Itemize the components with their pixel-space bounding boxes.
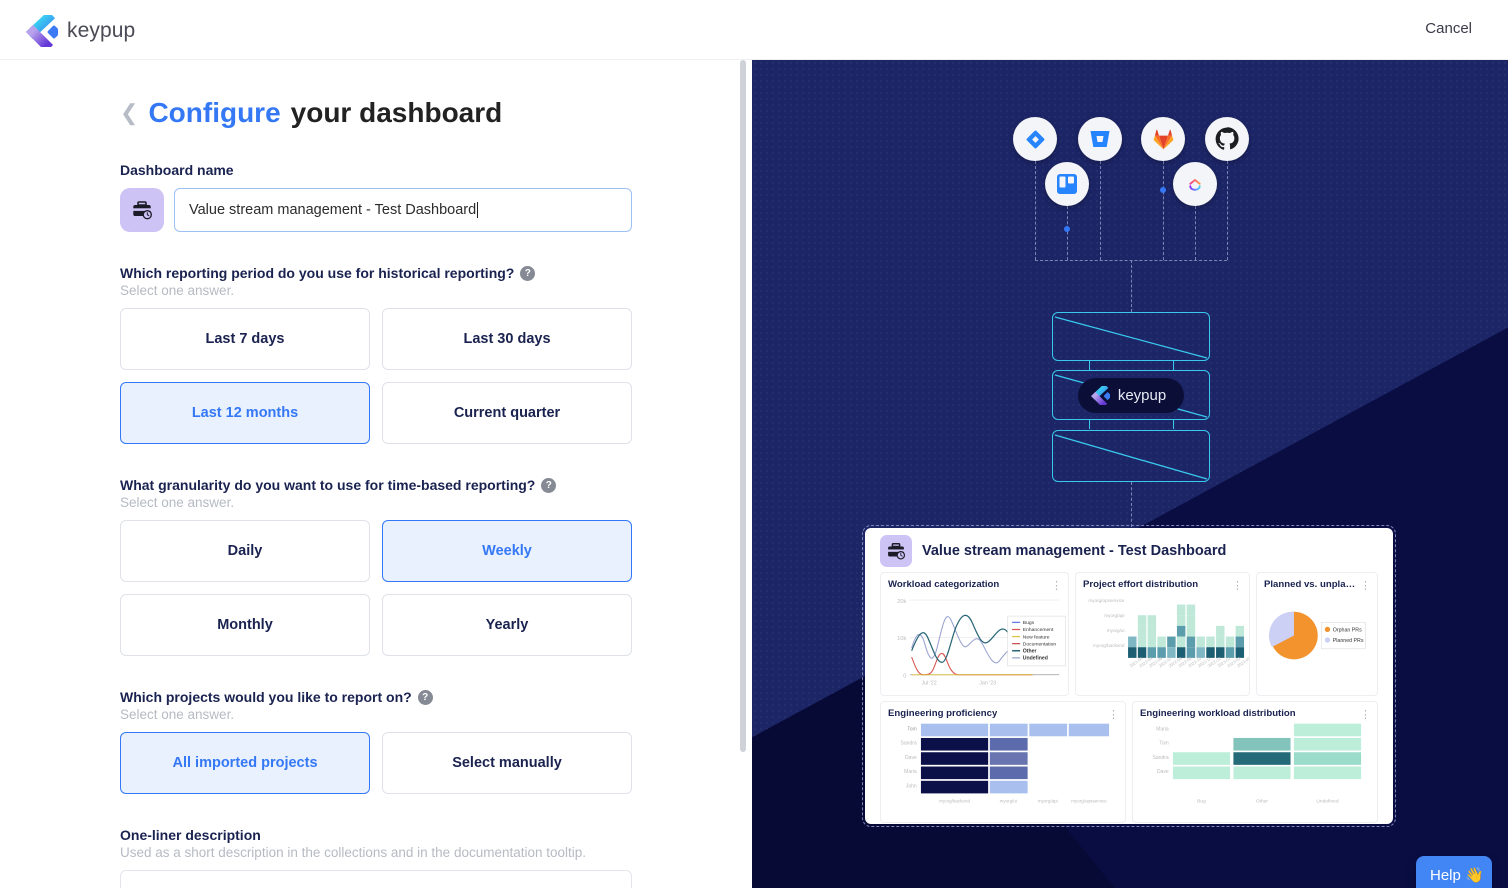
- svg-text:Maria: Maria: [904, 769, 917, 775]
- svg-text:Tom: Tom: [907, 727, 917, 733]
- svg-text:Bugs: Bugs: [1023, 620, 1035, 626]
- svg-text:Other: Other: [1256, 799, 1269, 805]
- svg-text:John: John: [906, 784, 917, 790]
- svg-text:0: 0: [903, 674, 906, 680]
- svg-text:10k: 10k: [897, 636, 906, 642]
- svg-text:Dave: Dave: [1157, 769, 1169, 775]
- svg-text:Jan '23: Jan '23: [979, 681, 996, 687]
- svg-text:20k: 20k: [897, 599, 906, 605]
- svg-text:Bug: Bug: [1197, 799, 1206, 805]
- svg-text:myorg/backend: myorg/backend: [939, 799, 970, 804]
- svg-text:Undefined: Undefined: [1316, 799, 1338, 805]
- svg-text:myorg/api: myorg/api: [1104, 613, 1124, 618]
- svg-text:Orphan PRs: Orphan PRs: [1333, 628, 1362, 634]
- svg-text:Sandra: Sandra: [901, 741, 917, 747]
- svg-text:myorg/opsservice: myorg/opsservice: [1088, 598, 1125, 603]
- svg-text:myorg/opsservice: myorg/opsservice: [1071, 799, 1107, 804]
- svg-text:Maria: Maria: [1156, 727, 1169, 733]
- svg-text:Sandra: Sandra: [1153, 755, 1169, 761]
- svg-text:myorg/backend: myorg/backend: [1093, 644, 1125, 649]
- svg-text:Dave: Dave: [905, 755, 917, 761]
- svg-text:Enhancement: Enhancement: [1023, 628, 1054, 634]
- svg-text:myorg/ui: myorg/ui: [1000, 799, 1017, 804]
- svg-text:Documentation: Documentation: [1023, 642, 1057, 648]
- svg-text:Other: Other: [1023, 649, 1037, 655]
- svg-text:New feature: New feature: [1023, 635, 1050, 641]
- svg-text:Tom: Tom: [1159, 741, 1169, 747]
- svg-text:myorg/api: myorg/api: [1038, 799, 1058, 804]
- svg-text:Undefined: Undefined: [1023, 656, 1048, 662]
- svg-text:myorg/ui: myorg/ui: [1107, 628, 1125, 633]
- svg-text:Planned PRs: Planned PRs: [1333, 638, 1364, 644]
- svg-text:Jul '22: Jul '22: [921, 681, 936, 687]
